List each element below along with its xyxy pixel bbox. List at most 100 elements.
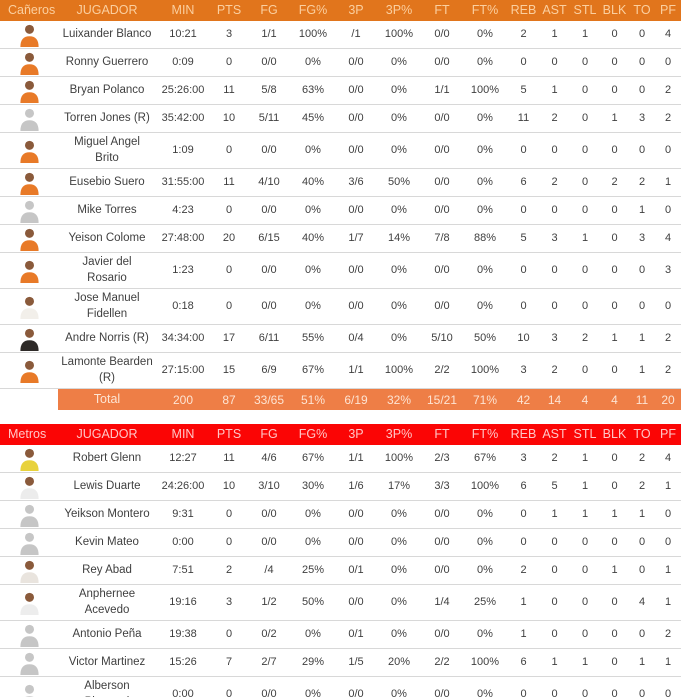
stat-ft-pct: 50% <box>462 324 508 354</box>
stat-fg: 1/2 <box>248 584 290 622</box>
player-row: Yeison Colome 27:48:00 20 6/15 40% 1/7 14% 7/8 8… <box>0 224 681 254</box>
stat-fg-pct: 25% <box>290 556 336 586</box>
column-header-blk: BLK <box>600 424 629 446</box>
stat-fg: 0/2 <box>248 620 290 650</box>
stat-3p: 0/0 <box>336 48 376 77</box>
player-photo <box>19 172 39 195</box>
stat-3p: 1/7 <box>336 224 376 254</box>
stat-ft: 7/8 <box>422 224 462 254</box>
player-photo <box>19 228 39 251</box>
player-row: Mike Torres 4:23 0 0/0 0% 0/0 0% 0/0 0% 0 0 0 0 1 0 <box>0 196 681 226</box>
stat-pf: 2 <box>655 104 681 133</box>
stat-pf: 4 <box>655 445 681 474</box>
stat-blk: 1 <box>600 556 629 586</box>
total-ft: 15/21 <box>422 388 462 411</box>
stat-min: 35:42:00 <box>156 104 210 133</box>
stat-3p-pct: 14% <box>376 224 422 254</box>
stat-fg: 0/0 <box>248 196 290 226</box>
player-name: Kevin Mateo <box>58 528 156 558</box>
player-row: Eusebio Suero 31:55:00 11 4/10 40% 3/6 50% 0/0 0… <box>0 168 681 198</box>
player-avatar-cell <box>0 76 58 105</box>
avatar-placeholder-icon <box>19 108 39 131</box>
stat-fg: 5/8 <box>248 76 290 105</box>
stat-reb: 0 <box>508 676 539 697</box>
stat-ast: 0 <box>539 48 570 77</box>
player-name: Andre Norris (R) <box>58 324 156 354</box>
stat-ft-pct: 0% <box>462 676 508 697</box>
stat-reb: 0 <box>508 132 539 170</box>
stat-pf: 1 <box>655 472 681 502</box>
stat-3p-pct: 0% <box>376 528 422 558</box>
player-name: Alberson Pimentel <box>58 676 156 697</box>
player-photo <box>19 140 39 163</box>
stat-fg-pct: 63% <box>290 76 336 105</box>
column-header-min: MIN <box>156 424 210 446</box>
stat-ft: 0/0 <box>422 21 462 49</box>
stat-3p-pct: 0% <box>376 48 422 77</box>
stat-pts: 17 <box>210 324 248 354</box>
player-photo <box>19 296 39 320</box>
stat-reb: 5 <box>508 224 539 254</box>
stat-3p-pct: 50% <box>376 168 422 198</box>
stat-ft-pct: 100% <box>462 352 508 390</box>
stat-min: 7:51 <box>156 556 210 586</box>
stat-fg: /4 <box>248 556 290 586</box>
player-row: Alberson Pimentel0:0000/00%0/00%0/00%000… <box>0 676 681 697</box>
player-row: Kevin Mateo 0:00 0 0/0 0% 0/0 0% 0/0 0% 0 0 0 0 0 0 <box>0 528 681 558</box>
stat-ft-pct: 0% <box>462 21 508 49</box>
stat-fg: 2/7 <box>248 648 290 678</box>
stat-3p-pct: 0% <box>376 324 422 354</box>
stat-reb: 6 <box>508 168 539 198</box>
stat-pts: 2 <box>210 556 248 586</box>
stat-blk: 1 <box>600 324 629 354</box>
stat-pf: 0 <box>655 500 681 530</box>
stat-stl: 0 <box>570 528 600 558</box>
stat-ast: 0 <box>539 196 570 226</box>
total-pts: 87 <box>210 388 248 411</box>
column-header-reb: REB <box>508 0 539 21</box>
stat-min: 0:09 <box>156 48 210 77</box>
stat-to: 0 <box>629 676 655 697</box>
total-3p-pct: 32% <box>376 388 422 411</box>
stat-min: 27:15:00 <box>156 352 210 390</box>
stat-pts: 0 <box>210 528 248 558</box>
stat-fg-pct: 67% <box>290 352 336 390</box>
player-avatar-cell <box>0 132 58 170</box>
stat-min: 25:26:00 <box>156 76 210 105</box>
stat-stl: 0 <box>570 352 600 390</box>
column-header-stl: STL <box>570 424 600 446</box>
stat-to: 0 <box>629 528 655 558</box>
player-avatar-cell <box>0 676 58 697</box>
stat-ft: 1/4 <box>422 584 462 622</box>
stat-fg-pct: 0% <box>290 132 336 170</box>
stat-to: 1 <box>629 648 655 678</box>
stat-ast: 2 <box>539 168 570 198</box>
stat-ft-pct: 0% <box>462 104 508 133</box>
stat-stl: 0 <box>570 196 600 226</box>
stat-ast: 0 <box>539 620 570 650</box>
stat-ft: 0/0 <box>422 288 462 326</box>
stat-to: 3 <box>629 104 655 133</box>
stat-stl: 1 <box>570 224 600 254</box>
player-name: Rey Abad <box>58 556 156 586</box>
stat-reb: 0 <box>508 252 539 290</box>
total-ft-pct: 71% <box>462 388 508 411</box>
stat-reb: 6 <box>508 472 539 502</box>
stat-3p-pct: 0% <box>376 104 422 133</box>
stat-min: 9:31 <box>156 500 210 530</box>
player-avatar-cell <box>0 224 58 254</box>
stat-ft: 0/0 <box>422 528 462 558</box>
stat-ast: 0 <box>539 288 570 326</box>
stat-to: 0 <box>629 21 655 49</box>
player-avatar-cell <box>0 500 58 530</box>
stat-pf: 0 <box>655 132 681 170</box>
stat-to: 1 <box>629 352 655 390</box>
player-avatar-cell <box>0 556 58 586</box>
stat-reb: 0 <box>508 500 539 530</box>
stat-blk: 0 <box>600 648 629 678</box>
stat-pts: 0 <box>210 620 248 650</box>
total-row: Total 200 87 33/65 51% 6/19 32% 15/21 71% 42 14 4 4 1… <box>0 388 681 411</box>
stat-blk: 0 <box>600 288 629 326</box>
stat-ast: 5 <box>539 472 570 502</box>
player-name: Victor Martinez <box>58 648 156 678</box>
